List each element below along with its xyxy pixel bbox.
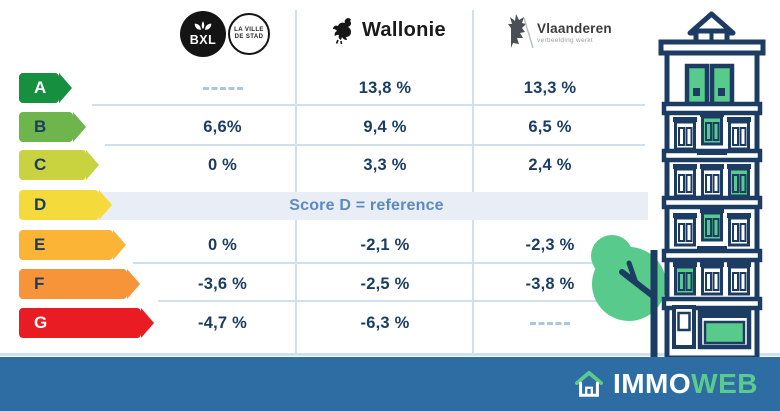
windows	[673, 112, 751, 296]
brand-immo: IMMO	[612, 368, 692, 399]
immoweb-footer-bar: IMMOWEB	[0, 357, 780, 411]
value-cell-f-2: -3,8 %	[525, 274, 575, 293]
epc-grade-letter: E	[34, 235, 46, 254]
value-cell-g-1: -6,3 %	[360, 313, 410, 332]
epc-arrow-tip	[59, 73, 72, 103]
iris-icon	[194, 21, 212, 30]
value-cell-c-2: 2,4 %	[528, 155, 572, 174]
epc-label-d: D	[19, 190, 112, 220]
flanders-tagline: verbeelding werkt	[537, 37, 594, 44]
building-illustration	[591, 11, 766, 358]
epc-label-a: A	[19, 73, 72, 103]
value-cell-b-0: 6,6%	[203, 117, 242, 136]
row-divider-0	[92, 104, 645, 106]
epc-arrow-tip	[73, 112, 86, 142]
epc-arrow-tip	[141, 308, 154, 338]
reference-note: Score D = reference	[289, 197, 444, 214]
value-cell-b-1: 9,4 %	[363, 117, 407, 136]
bxl-badge: BXL	[180, 11, 226, 57]
wallonia-logo: Wallonie	[327, 16, 446, 44]
immoweb-logo: IMMOWEB	[574, 368, 758, 400]
value-cell-b-2: 6,5 %	[528, 117, 572, 136]
epc-arrow-tip	[113, 230, 126, 260]
epc-grade-letter: G	[34, 313, 48, 332]
value-cell-g-2	[475, 308, 625, 338]
epc-grade-letter: D	[34, 195, 47, 214]
row-divider-2	[133, 262, 645, 264]
footer-top-divider	[0, 353, 780, 356]
epc-label-c: C	[19, 150, 99, 180]
ring-label-line2: DE STAD	[234, 34, 264, 40]
reference-band: Score D = reference	[85, 192, 648, 220]
value-cell-c-1: 3,3 %	[363, 155, 407, 174]
column-divider-1	[295, 10, 297, 355]
epc-label-f: F	[19, 269, 140, 299]
value-cell-a-1: 13,8 %	[358, 78, 412, 97]
brussels-city-logo: BXL LA VILLE DE STAD	[180, 11, 270, 57]
no-data-dashes	[530, 321, 570, 325]
townhouse	[658, 11, 766, 358]
epc-label-g: G	[19, 308, 154, 338]
epc-label-e: E	[19, 230, 126, 260]
epc-arrow-tip	[99, 190, 112, 220]
flanders-logo: Vlaanderen verbeelding werkt	[504, 12, 612, 52]
flanders-label: Vlaanderen	[537, 21, 612, 36]
tree	[591, 235, 666, 358]
value-cell-g-0: -4,7 %	[198, 313, 247, 332]
lion-icon	[508, 14, 534, 49]
epc-grade-letter: C	[34, 155, 47, 174]
value-cell-f-1: -2,5 %	[360, 274, 410, 293]
brand-web: WEB	[691, 368, 758, 399]
epc-arrow-tip	[86, 150, 99, 180]
value-cell-e-2: -2,3 %	[525, 235, 575, 254]
epc-grade-letter: F	[34, 274, 45, 293]
value-cell-e-1: -2,1 %	[360, 235, 410, 254]
value-cell-a-2: 13,3 %	[523, 78, 577, 97]
epc-grade-letter: A	[34, 78, 47, 97]
value-cell-e-0: 0 %	[207, 235, 238, 254]
no-data-dashes	[202, 86, 243, 90]
ground-floor	[672, 305, 752, 350]
rooster-icon	[333, 18, 352, 44]
epc-grade-letter: B	[34, 117, 47, 136]
house-icon	[574, 370, 603, 397]
cornice	[658, 39, 766, 56]
value-cell-c-0: 0 %	[207, 155, 238, 174]
ring-label-line1: LA VILLE	[234, 27, 264, 33]
bxl-label: BXL	[189, 33, 217, 47]
column-divider-2	[472, 10, 474, 355]
row-divider-1	[105, 144, 645, 146]
row-divider-3	[158, 300, 645, 302]
flanders-wordmark: Vlaanderen verbeelding werkt	[537, 21, 612, 44]
value-cell-f-0: -3,6 %	[198, 274, 247, 293]
la-ville-de-stad-badge: LA VILLE DE STAD	[228, 13, 270, 55]
value-cell-a-0	[150, 73, 295, 103]
epc-label-b: B	[19, 112, 86, 142]
epc-arrow-tip	[127, 269, 140, 299]
wallonia-label: Wallonie	[362, 18, 446, 41]
